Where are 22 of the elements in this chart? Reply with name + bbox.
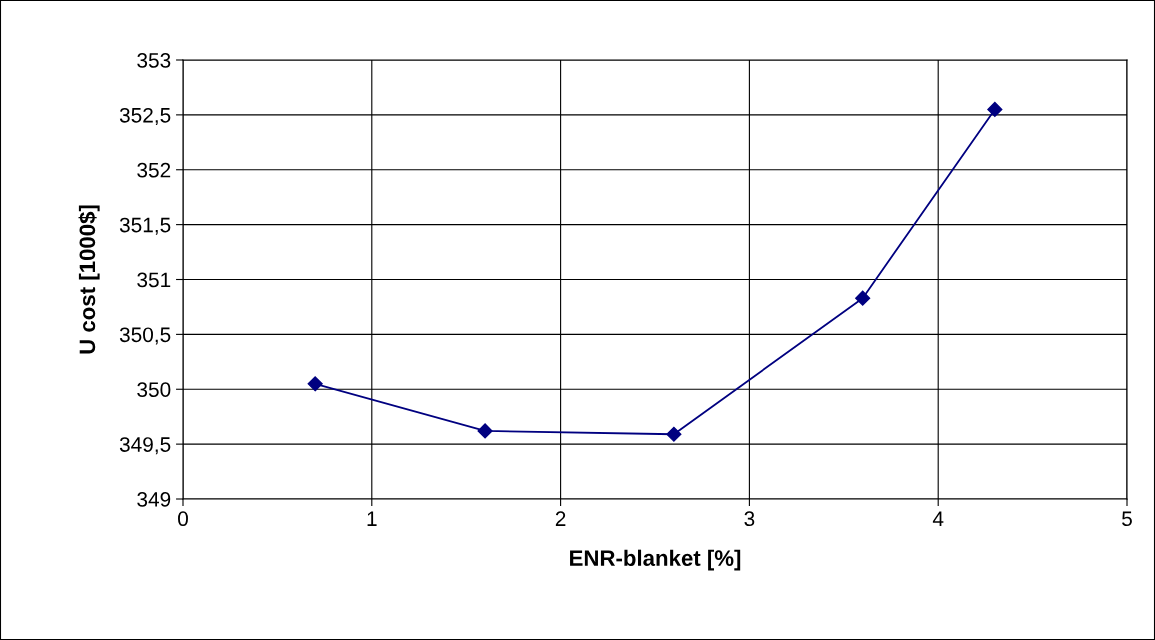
x-tick-label: 2 <box>555 511 566 526</box>
x-tick-label: 1 <box>367 511 377 526</box>
point <box>477 423 493 439</box>
x-tick-label: 3 <box>744 511 755 527</box>
y-tick-label: 351,5 <box>119 217 171 235</box>
y-tick-label: 349,5 <box>119 437 171 455</box>
point <box>855 290 871 306</box>
y-tick-label: 350 <box>137 382 171 397</box>
point <box>666 426 682 442</box>
y-tick-label: 352 <box>137 162 171 178</box>
y-tick-label: 350,5 <box>119 327 171 345</box>
y-tick-label: 352,5 <box>119 107 171 126</box>
point <box>307 376 323 392</box>
x-tick-label: 0 <box>178 511 188 527</box>
x-tick-label: 4 <box>932 511 944 526</box>
y-tick-label: 349 <box>137 492 171 507</box>
y-axis-title: U cost [1000$] <box>78 205 100 354</box>
point <box>987 101 1003 117</box>
y-tick-label: 353 <box>137 53 171 68</box>
x-axis-title: ENR-blanket [%] <box>570 549 741 571</box>
x-tick-label: 5 <box>1122 511 1132 527</box>
y-tick-label: 351 <box>137 272 171 288</box>
